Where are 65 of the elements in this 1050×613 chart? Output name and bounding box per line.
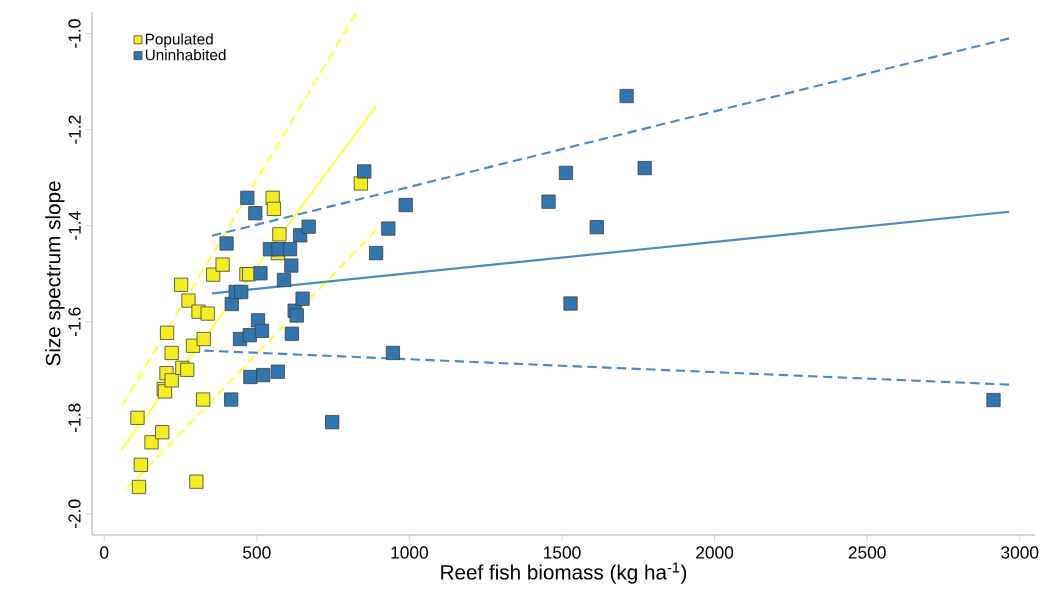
point: [155, 425, 170, 440]
x-tick-label: 1000: [391, 546, 428, 559]
point: [164, 373, 179, 388]
point: [563, 296, 578, 311]
point: [284, 326, 299, 341]
y-tick-label: -1.6: [68, 307, 81, 336]
point: [256, 367, 271, 383]
x-tick-label: 500: [243, 546, 271, 559]
point: [160, 325, 175, 340]
point: [589, 220, 604, 235]
point: [200, 306, 215, 321]
x-tick-label: 2000: [696, 546, 734, 559]
point: [243, 369, 258, 385]
x-tick-label: 0: [100, 546, 109, 559]
point: [369, 246, 384, 261]
x-tick-label: 1500: [544, 546, 581, 559]
point: [986, 392, 1001, 408]
point: [558, 165, 574, 180]
point: [215, 257, 230, 272]
point: [240, 190, 255, 205]
point: [637, 161, 652, 176]
y-axis-title: Size spectrum slope: [45, 181, 65, 366]
point: [181, 293, 196, 308]
point: [398, 197, 413, 213]
point: [133, 457, 148, 472]
legend-label: Uninhabited: [145, 49, 226, 61]
y-tick-label: -1.2: [68, 115, 81, 144]
point: [219, 236, 234, 251]
point: [276, 272, 292, 288]
point: [234, 284, 249, 300]
point: [385, 345, 400, 361]
point: [131, 479, 147, 495]
point: [284, 258, 299, 273]
point: [180, 362, 195, 377]
x-axis-title: Reef fish biomass (kg ha$^{-1}$): [441, 562, 687, 584]
y-tick-label: -1.8: [68, 403, 81, 432]
point: [174, 277, 189, 292]
point: [196, 392, 211, 407]
point: [289, 308, 304, 323]
point: [325, 415, 340, 430]
x-tick-label: 2500: [848, 546, 886, 559]
point: [254, 323, 270, 338]
point: [248, 206, 263, 221]
point: [196, 331, 211, 347]
point: [301, 219, 316, 234]
y-tick-label: -2.0: [68, 499, 81, 529]
point: [164, 345, 179, 361]
point: [253, 266, 268, 281]
point: [144, 435, 159, 450]
point: [130, 410, 145, 425]
point: [295, 291, 310, 306]
y-tick-label: -1.0: [68, 19, 81, 48]
point: [189, 474, 204, 489]
point: [266, 201, 281, 216]
x-tick-label: 3000: [1001, 546, 1039, 559]
point: [224, 392, 239, 407]
legend-label: Populated: [145, 33, 213, 48]
point: [357, 164, 372, 179]
point: [381, 221, 396, 236]
point: [270, 364, 285, 379]
point: [272, 227, 287, 242]
point: [619, 88, 634, 104]
point: [283, 242, 298, 257]
y-tick-label: -1.4: [68, 211, 81, 240]
point: [541, 194, 556, 209]
